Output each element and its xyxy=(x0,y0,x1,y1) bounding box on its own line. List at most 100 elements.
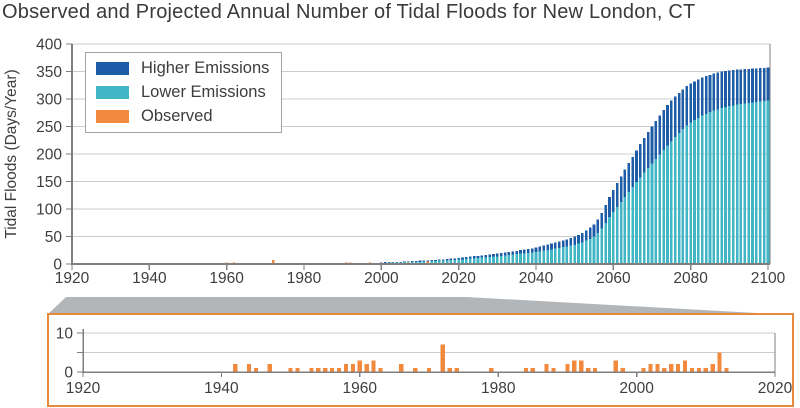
main-bar-lower-emissions xyxy=(507,255,511,264)
main-bar-observed xyxy=(271,260,275,264)
main-bar-lower-emissions xyxy=(461,259,464,264)
legend-item-observed: Observed xyxy=(96,107,269,125)
inset-bar-observed xyxy=(689,368,695,372)
main-bar-lower-emissions xyxy=(596,233,600,264)
main-bar-lower-emissions xyxy=(581,242,584,264)
main-bar-lower-emissions xyxy=(623,196,627,264)
main-bar-lower-emissions xyxy=(762,101,766,264)
main-bar-lower-emissions xyxy=(519,253,522,264)
main-bar-lower-emissions xyxy=(615,206,619,264)
inset-bar-observed xyxy=(440,344,445,372)
main-bar-lower-emissions xyxy=(704,113,708,264)
inset-bar-observed xyxy=(489,368,494,372)
main-bar-lower-emissions xyxy=(681,129,685,264)
main-bar-lower-emissions xyxy=(646,167,650,264)
main-bar-lower-emissions xyxy=(472,258,476,264)
main-bar-lower-emissions xyxy=(438,260,441,264)
main-bar-lower-emissions xyxy=(739,103,743,264)
legend-label: Lower Emissions xyxy=(141,83,266,102)
main-x-tick-label: 1960 xyxy=(209,270,244,287)
main-bar-lower-emissions xyxy=(604,222,607,264)
inset-bar-observed xyxy=(246,364,252,372)
inset-bar-observed xyxy=(592,368,598,372)
main-bar-lower-emissions xyxy=(573,244,576,264)
main-bar-lower-emissions xyxy=(755,101,758,264)
main-bar-lower-emissions xyxy=(600,228,604,264)
higher-emissions-swatch-icon xyxy=(96,61,129,75)
main-bar-lower-emissions xyxy=(697,117,700,264)
main-bar-lower-emissions xyxy=(724,107,727,264)
main-bar-lower-emissions xyxy=(526,252,530,264)
main-bar-lower-emissions xyxy=(534,251,538,264)
main-bar-lower-emissions xyxy=(751,102,754,264)
main-bar-lower-emissions xyxy=(584,240,588,264)
inset-bar-observed xyxy=(350,364,355,372)
main-bar-lower-emissions xyxy=(743,103,747,264)
main-bar-lower-emissions xyxy=(758,101,762,264)
main-bar-observed xyxy=(233,262,236,264)
main-bar-lower-emissions xyxy=(496,256,499,264)
main-bar-lower-emissions xyxy=(639,177,642,264)
inset-bar-observed xyxy=(586,368,591,372)
inset-bar-observed xyxy=(378,368,383,372)
main-bar-lower-emissions xyxy=(476,257,480,264)
main-bar-lower-emissions xyxy=(499,255,503,264)
main-bar-lower-emissions xyxy=(488,256,491,264)
legend: Higher Emissions Lower Emissions Observe… xyxy=(85,52,283,134)
inset-bar-observed xyxy=(579,360,584,372)
main-bar-lower-emissions xyxy=(631,187,634,264)
main-bar-lower-emissions xyxy=(658,154,662,264)
main-bar-lower-emissions xyxy=(766,100,770,265)
main-bar-lower-emissions xyxy=(662,149,665,264)
inset-bar-observed xyxy=(530,368,535,372)
main-x-tick-label: 1980 xyxy=(287,270,322,287)
main-bar-lower-emissions xyxy=(670,141,673,264)
main-bar-lower-emissions xyxy=(627,191,631,264)
main-bar-lower-emissions xyxy=(747,102,750,264)
inset-bar-observed xyxy=(710,364,715,372)
inset-bar-observed xyxy=(288,368,293,372)
main-bar-lower-emissions xyxy=(693,120,696,265)
main-bar-observed xyxy=(349,262,352,264)
main-bar-lower-emissions xyxy=(650,163,654,264)
main-y-tick-label: 300 xyxy=(36,92,62,109)
main-bar-lower-emissions xyxy=(430,261,433,264)
inset-box xyxy=(47,313,794,407)
legend-label: Observed xyxy=(141,107,213,126)
inset-bar-observed xyxy=(669,364,674,372)
main-bar-lower-emissions xyxy=(642,172,646,264)
main-x-tick-label: 2040 xyxy=(519,270,554,287)
main-bar-lower-emissions xyxy=(530,252,534,264)
main-y-tick-label: 200 xyxy=(36,147,62,164)
inset-x-tick-label: 1980 xyxy=(481,380,516,397)
inset-bar-observed xyxy=(620,368,625,372)
main-y-tick-label: 400 xyxy=(36,37,62,54)
inset-bar-observed xyxy=(682,360,688,372)
main-bar-lower-emissions xyxy=(677,133,681,264)
main-bar-lower-emissions xyxy=(685,125,689,264)
main-bar-lower-emissions xyxy=(720,108,723,265)
main-bar-lower-emissions xyxy=(468,258,472,264)
main-bar-lower-emissions xyxy=(577,243,580,264)
main-bar-lower-emissions xyxy=(731,105,735,265)
inset-bar-observed xyxy=(544,364,549,372)
inset-bar-observed xyxy=(717,352,722,372)
legend-label: Higher Emissions xyxy=(141,59,270,77)
legend-item-higher-emissions: Higher Emissions xyxy=(96,59,269,77)
main-bar-lower-emissions xyxy=(492,256,495,264)
main-bar-lower-emissions xyxy=(418,261,422,264)
inset-bar-observed xyxy=(295,368,300,372)
main-y-tick-label: 50 xyxy=(45,229,63,246)
inset-bar-observed xyxy=(655,364,660,372)
inset-bar-observed xyxy=(648,364,653,372)
main-bar-lower-emissions xyxy=(523,253,526,264)
main-bar-lower-emissions xyxy=(728,106,731,265)
inset-bar-observed xyxy=(565,364,570,372)
main-x-tick-label: 2060 xyxy=(596,270,631,287)
observed-swatch-icon xyxy=(96,109,129,123)
inset-bar-observed xyxy=(253,368,259,372)
main-bar-lower-emissions xyxy=(569,245,573,264)
main-x-tick-label: 2100 xyxy=(751,270,786,287)
inset-bar-observed xyxy=(336,368,342,372)
inset-bar-observed xyxy=(426,368,432,372)
